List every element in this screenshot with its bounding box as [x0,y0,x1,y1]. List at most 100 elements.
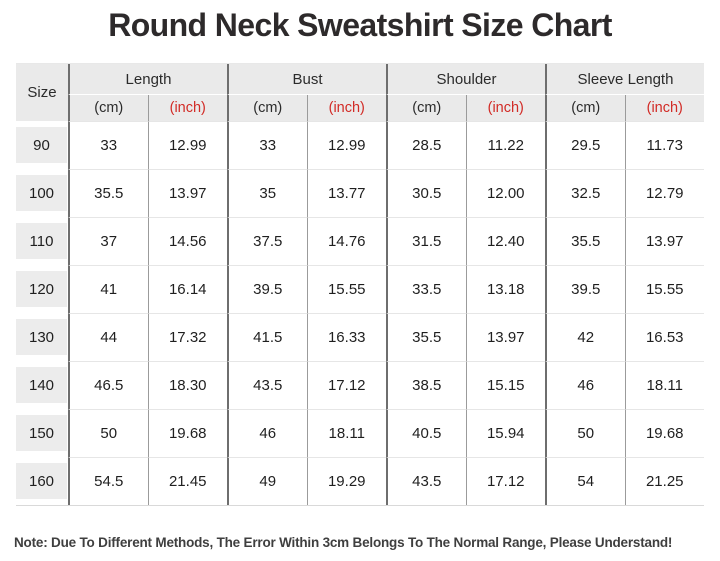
cell-shoulder-inch: 13.97 [465,313,545,361]
cell-sleeve-inch: 16.53 [624,313,704,361]
table-header: Size Length Bust Shoulder Sleeve Length … [16,63,704,121]
cell-length-inch: 12.99 [147,121,227,169]
cell-sleeve-cm: 39.5 [545,265,625,313]
cell-size: 130 [16,313,68,361]
cell-bust-inch: 15.55 [306,265,386,313]
table-row: 120 41 16.14 39.5 15.55 33.5 13.18 39.5 15.55 [16,265,704,313]
cell-bust-inch: 17.12 [306,361,386,409]
cell-shoulder-inch: 13.18 [465,265,545,313]
cell-sleeve-inch: 12.79 [624,169,704,217]
table-row: 110 37 14.56 37.5 14.76 31.5 12.40 35.5 13.97 [16,217,704,265]
size-badge: 140 [16,367,67,403]
cell-bust-inch: 18.11 [306,409,386,457]
cell-length-inch: 17.32 [147,313,227,361]
cell-bust-inch: 12.99 [306,121,386,169]
unit-header-shoulder-cm: (cm) [386,95,466,121]
cell-shoulder-cm: 30.5 [386,169,466,217]
cell-shoulder-cm: 40.5 [386,409,466,457]
cell-shoulder-inch: 15.15 [465,361,545,409]
cell-size: 110 [16,217,68,265]
cell-length-cm: 46.5 [68,361,148,409]
unit-header-bust-cm: (cm) [227,95,307,121]
cell-sleeve-cm: 29.5 [545,121,625,169]
cell-length-cm: 54.5 [68,457,148,505]
cell-shoulder-inch: 11.22 [465,121,545,169]
cell-bust-inch: 16.33 [306,313,386,361]
cell-sleeve-inch: 11.73 [624,121,704,169]
cell-length-cm: 35.5 [68,169,148,217]
cell-length-cm: 50 [68,409,148,457]
table-row: 160 54.5 21.45 49 19.29 43.5 17.12 54 21.25 [16,457,704,505]
size-badge: 150 [16,415,67,451]
cell-length-inch: 14.56 [147,217,227,265]
cell-length-cm: 44 [68,313,148,361]
cell-length-cm: 41 [68,265,148,313]
cell-shoulder-inch: 17.12 [465,457,545,505]
table-row: 90 33 12.99 33 12.99 28.5 11.22 29.5 11.73 [16,121,704,169]
cell-bust-cm: 33 [227,121,307,169]
cell-sleeve-inch: 18.11 [624,361,704,409]
cell-size: 90 [16,121,68,169]
cell-sleeve-cm: 54 [545,457,625,505]
cell-sleeve-cm: 42 [545,313,625,361]
cell-bust-inch: 13.77 [306,169,386,217]
size-badge: 100 [16,175,67,211]
cell-shoulder-inch: 12.40 [465,217,545,265]
cell-bust-cm: 41.5 [227,313,307,361]
cell-shoulder-cm: 33.5 [386,265,466,313]
column-header-size: Size [27,84,57,101]
cell-bust-cm: 49 [227,457,307,505]
cell-length-cm: 37 [68,217,148,265]
cell-shoulder-cm: 31.5 [386,217,466,265]
cell-length-inch: 16.14 [147,265,227,313]
cell-bust-cm: 35 [227,169,307,217]
size-badge: 120 [16,271,67,307]
cell-shoulder-inch: 12.00 [465,169,545,217]
group-header-length: Length [68,64,227,95]
table-body: 90 33 12.99 33 12.99 28.5 11.22 29.5 11.73 100 35.… [16,121,704,505]
unit-header-bust-inch: (inch) [306,95,387,121]
cell-sleeve-inch: 21.25 [624,457,704,505]
group-header-sleeve-length: Sleeve Length [545,64,704,95]
unit-header-length-cm: (cm) [68,95,148,121]
group-header-shoulder: Shoulder [386,64,545,95]
cell-size: 150 [16,409,68,457]
cell-length-inch: 21.45 [147,457,227,505]
cell-shoulder-cm: 38.5 [386,361,466,409]
size-badge: 160 [16,463,67,499]
table-row: 130 44 17.32 41.5 16.33 35.5 13.97 42 16.53 [16,313,704,361]
cell-shoulder-cm: 35.5 [386,313,466,361]
cell-bust-inch: 14.76 [306,217,386,265]
cell-bust-cm: 37.5 [227,217,307,265]
unit-header-length-inch: (inch) [147,95,228,121]
cell-length-cm: 33 [68,121,148,169]
cell-bust-inch: 19.29 [306,457,386,505]
size-chart-table: Size Length Bust Shoulder Sleeve Length … [16,63,704,506]
cell-bust-cm: 39.5 [227,265,307,313]
size-badge: 90 [16,127,67,163]
cell-sleeve-inch: 13.97 [624,217,704,265]
cell-shoulder-cm: 28.5 [386,121,466,169]
cell-sleeve-cm: 35.5 [545,217,625,265]
cell-length-inch: 19.68 [147,409,227,457]
size-badge: 130 [16,319,67,355]
cell-size: 120 [16,265,68,313]
cell-sleeve-inch: 19.68 [624,409,704,457]
cell-length-inch: 18.30 [147,361,227,409]
cell-bust-cm: 46 [227,409,307,457]
cell-shoulder-inch: 15.94 [465,409,545,457]
cell-size: 140 [16,361,68,409]
cell-sleeve-cm: 32.5 [545,169,625,217]
unit-header-shoulder-inch: (inch) [465,95,546,121]
unit-header-sleeve-cm: (cm) [545,95,625,121]
cell-sleeve-cm: 46 [545,361,625,409]
cell-sleeve-cm: 50 [545,409,625,457]
cell-shoulder-cm: 43.5 [386,457,466,505]
note-text: Note: Due To Different Methods, The Erro… [14,534,673,550]
size-badge: 110 [16,223,67,259]
unit-header-sleeve-inch: (inch) [624,95,705,121]
cell-bust-cm: 43.5 [227,361,307,409]
cell-size: 160 [16,457,68,505]
table-row: 140 46.5 18.30 43.5 17.12 38.5 15.15 46 18.11 [16,361,704,409]
